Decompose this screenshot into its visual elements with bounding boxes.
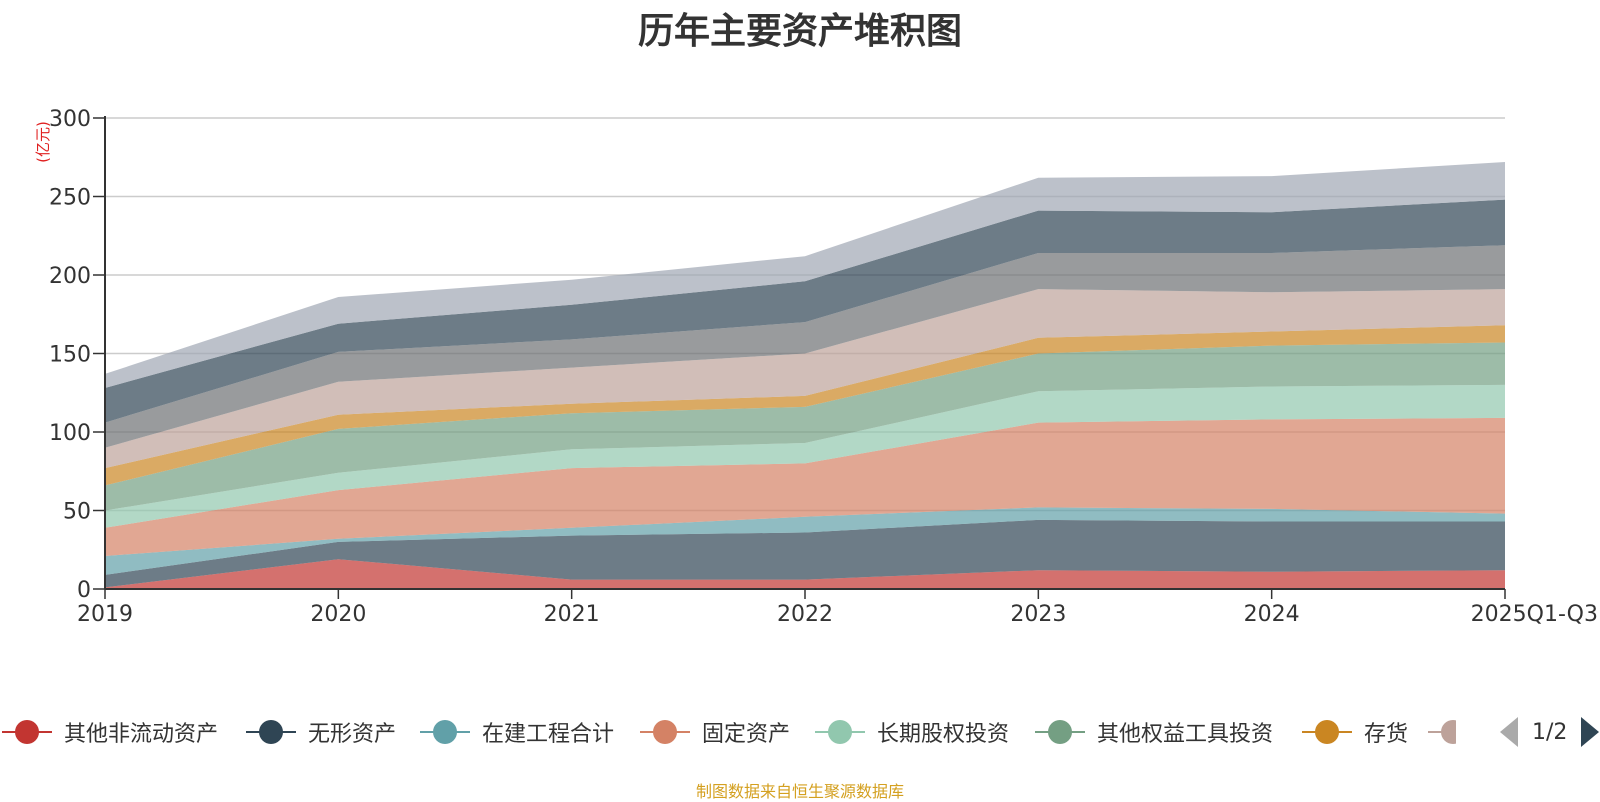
stacked-area-chart: 0 50 100 150 200 250 300(亿元) 2019 2020 2021 2022 20… — [34, 107, 1598, 627]
area-其他流动资产 — [105, 162, 1505, 388]
x-tick-label: 2024 — [1244, 602, 1300, 627]
area-其他非流动资产 — [105, 559, 1505, 589]
legend-item[interactable]: 在建工程合计 — [420, 712, 614, 752]
legend-item[interactable]: 固定资产 — [640, 712, 790, 752]
legend-item[interactable] — [1428, 712, 1456, 752]
legend-item[interactable]: 其他权益工具投资 — [1035, 712, 1273, 752]
legend-swatch-icon — [815, 717, 865, 747]
y-tick-label: 200 — [49, 264, 91, 289]
x-tick-label: 2022 — [777, 602, 833, 627]
legend-swatch-icon — [1428, 717, 1456, 747]
legend-label: 固定资产 — [702, 722, 791, 747]
area-货币资金 — [105, 245, 1505, 448]
y-tick-label: 100 — [49, 421, 91, 446]
area-在建工程合计 — [105, 507, 1505, 575]
legend-label: 长期股权投资 — [877, 722, 1010, 747]
y-tick-label: 150 — [49, 343, 91, 368]
legend-swatch-icon — [246, 717, 296, 747]
legend-next-page-icon[interactable] — [1581, 717, 1600, 747]
area-存货 — [105, 325, 1505, 486]
legend-page-indicator: 1/2 — [1532, 719, 1568, 745]
x-tick-label: 2025Q1-Q3 — [1471, 602, 1598, 627]
x-tick-label: 2021 — [544, 602, 600, 627]
x-tick-label: 2020 — [310, 602, 366, 627]
legend-label: 在建工程合计 — [482, 722, 615, 747]
chart-legend: 其他非流动资产 无形资产 在建工程合计 固定资产 长期股权投资 其他权益工具投资 存货 — [0, 712, 1600, 752]
y-tick-label: 0 — [77, 578, 91, 603]
area-交易性金融资产 — [105, 199, 1505, 423]
source-note: 制图数据来自恒生聚源数据库 — [695, 782, 904, 801]
area-固定资产 — [105, 417, 1505, 556]
area-长期股权投资 — [105, 384, 1505, 528]
area-应收账款 — [105, 289, 1505, 469]
area-其他权益工具投资 — [105, 342, 1505, 511]
legend-label: 无形资产 — [308, 722, 397, 747]
legend-pager: 1/2 — [1500, 712, 1600, 752]
x-tick-label: 2023 — [1010, 602, 1066, 627]
y-tick-label: 300 — [49, 107, 91, 132]
y-tick-label: 250 — [49, 186, 91, 211]
legend-swatch-icon — [640, 717, 690, 747]
legend-label: 其他权益工具投资 — [1097, 722, 1274, 747]
legend-label: 其他非流动资产 — [64, 722, 219, 747]
x-tick-label: 2019 — [77, 602, 133, 627]
legend-item[interactable]: 长期股权投资 — [815, 712, 1009, 752]
legend-swatch-icon — [2, 717, 52, 747]
legend-prev-page-icon[interactable] — [1500, 717, 1518, 747]
legend-swatch-icon — [420, 717, 470, 747]
y-tick-label: 50 — [63, 500, 91, 525]
y-axis-unit-label: (亿元) — [34, 121, 52, 163]
legend-swatch-icon — [1035, 717, 1085, 747]
legend-item[interactable]: 存货 — [1302, 712, 1408, 752]
legend-item[interactable]: 无形资产 — [246, 712, 396, 752]
legend-swatch-icon — [1302, 717, 1352, 747]
legend-item[interactable]: 其他非流动资产 — [2, 712, 218, 752]
legend-label: 存货 — [1364, 722, 1409, 747]
area-无形资产 — [105, 519, 1505, 588]
chart-title: 历年主要资产堆积图 — [637, 11, 962, 52]
